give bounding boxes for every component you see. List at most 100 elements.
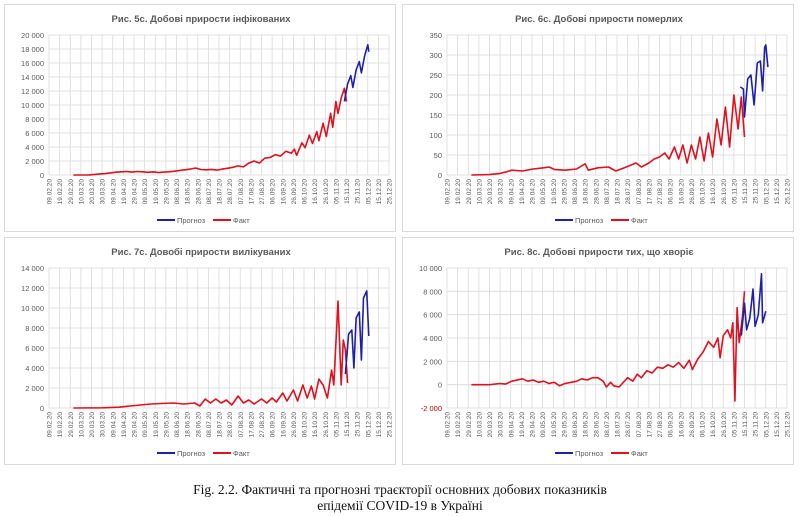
x-tick-label: 26.09.20 [689, 179, 696, 205]
chart-title: Рис. 8с. Добові прирости тих, що хворіє [504, 247, 693, 258]
x-tick-label: 26.10.20 [323, 179, 330, 205]
x-tick-label: 10.03.20 [78, 179, 85, 205]
legend-label: Прогноз [177, 216, 206, 225]
series-line-forecast [740, 273, 767, 336]
y-tick-label: 300 [429, 51, 442, 60]
x-tick-label: 15.12.20 [774, 179, 781, 205]
chart-svg: Рис. 5с. Добові прирости інфікованих 0 2 0… [21, 14, 394, 225]
x-tick-label: 29.05.20 [163, 179, 170, 205]
x-tick-label: 16.10.20 [312, 179, 319, 205]
x-tick-label: 29.04.20 [132, 412, 139, 438]
y-tick-label: 200 [429, 91, 442, 100]
x-tick-label: 09.05.20 [540, 412, 547, 438]
x-tick-label: 17.08.20 [646, 179, 653, 205]
x-tick-label: 19.02.20 [57, 179, 64, 205]
y-tick-label: 18 000 [21, 45, 44, 54]
x-tick-label: 09.05.20 [142, 179, 149, 205]
x-tick-label: 18.06.20 [185, 412, 192, 438]
x-tick-label: 09.02.20 [47, 179, 54, 205]
x-tick-label: 30.03.20 [100, 412, 107, 438]
x-tick-label: 16.10.20 [710, 412, 717, 438]
y-tick-label: 50 [434, 151, 442, 160]
series-line-fact [73, 87, 348, 176]
x-tick-label: 19.04.20 [121, 179, 128, 205]
x-tick-label: 19.02.20 [455, 412, 462, 438]
y-tick-label: 12 000 [21, 284, 44, 293]
x-tick-label: 18.07.20 [615, 412, 622, 438]
x-tick-label: 06.10.20 [700, 412, 707, 438]
x-tick-label: 05.12.20 [365, 412, 372, 438]
x-tick-label: 08.07.20 [206, 412, 213, 438]
x-tick-label: 29.05.20 [561, 179, 568, 205]
y-tick-label: 2 000 [25, 384, 44, 393]
y-tick-label: 150 [429, 111, 442, 120]
x-tick-label: 09.02.20 [445, 179, 452, 205]
x-tick-label: 28.07.20 [227, 179, 234, 205]
x-tick-label: 20.03.20 [487, 179, 494, 205]
x-tick-label: 25.11.20 [355, 179, 362, 204]
x-tick-label: 29.02.20 [466, 412, 473, 438]
x-tick-label: 05.11.20 [731, 179, 738, 204]
x-tick-label: 28.06.20 [195, 179, 202, 205]
x-tick-label: 06.09.20 [270, 179, 277, 205]
x-tick-label: 19.05.20 [153, 179, 160, 205]
y-tick-label: 2 000 [25, 157, 44, 166]
x-tick-label: 15.11.20 [344, 179, 351, 204]
x-tick-label: 29.02.20 [466, 179, 473, 205]
x-tick-label: 08.06.20 [174, 179, 181, 205]
chart-svg: Рис. 6с. Добові прирости померлих 0 50 100 1… [429, 14, 791, 225]
x-tick-label: 06.09.20 [668, 179, 675, 205]
x-tick-label: 19.02.20 [455, 179, 462, 205]
y-tick-label: 6 000 [25, 344, 44, 353]
legend-label: Факт [233, 216, 250, 225]
y-tick-label: -2 000 [421, 404, 442, 413]
series-line-forecast [739, 44, 769, 118]
x-tick-label: 06.09.20 [270, 412, 277, 438]
y-tick-label: 6 000 [25, 129, 44, 138]
x-tick-label: 28.07.20 [625, 412, 632, 438]
x-tick-label: 28.06.20 [593, 179, 600, 205]
x-tick-label: 10.03.20 [476, 179, 483, 205]
x-tick-label: 29.04.20 [132, 179, 139, 205]
x-tick-label: 15.12.20 [376, 179, 383, 205]
legend-label: Факт [233, 449, 250, 458]
legend-label: Прогноз [575, 216, 604, 225]
x-tick-label: 25.11.20 [753, 179, 760, 204]
x-tick-label: 06.10.20 [302, 179, 309, 205]
x-tick-label: 08.07.20 [604, 412, 611, 438]
x-tick-label: 25.12.20 [387, 412, 394, 438]
x-tick-label: 25.12.20 [387, 179, 394, 205]
x-tick-label: 09.04.20 [508, 179, 515, 205]
x-tick-label: 07.08.20 [636, 412, 643, 438]
y-tick-label: 4 000 [25, 364, 44, 373]
x-tick-label: 09.02.20 [47, 412, 54, 438]
x-tick-label: 16.09.20 [280, 412, 287, 438]
x-tick-label: 09.04.20 [110, 179, 117, 205]
x-tick-label: 09.04.20 [508, 412, 515, 438]
x-tick-label: 27.08.20 [657, 412, 664, 438]
y-tick-label: 16 000 [21, 59, 44, 68]
x-tick-label: 06.10.20 [700, 179, 707, 205]
chart-title: Рис. 7с. Довобі прирости вилікуваних [111, 247, 291, 258]
y-tick-label: 14 000 [21, 73, 44, 82]
x-tick-label: 29.04.20 [530, 179, 537, 205]
x-tick-label: 19.04.20 [519, 179, 526, 205]
x-tick-label: 16.09.20 [678, 179, 685, 205]
x-tick-label: 05.12.20 [763, 412, 770, 438]
y-tick-label: 20 000 [21, 31, 44, 40]
x-tick-label: 29.05.20 [163, 412, 170, 438]
x-tick-label: 19.05.20 [551, 412, 558, 438]
x-tick-label: 05.12.20 [365, 179, 372, 205]
x-tick-label: 29.04.20 [530, 412, 537, 438]
x-tick-label: 28.07.20 [625, 179, 632, 205]
legend-label: Прогноз [177, 449, 206, 458]
x-tick-label: 18.07.20 [615, 179, 622, 205]
x-tick-label: 26.10.20 [721, 179, 728, 205]
x-tick-label: 20.03.20 [89, 179, 96, 205]
y-tick-label: 0 [438, 381, 442, 390]
y-tick-label: 10 000 [21, 101, 44, 110]
x-tick-label: 28.07.20 [227, 412, 234, 438]
x-tick-label: 26.09.20 [689, 412, 696, 438]
x-tick-label: 17.08.20 [248, 179, 255, 205]
x-tick-label: 28.06.20 [593, 412, 600, 438]
